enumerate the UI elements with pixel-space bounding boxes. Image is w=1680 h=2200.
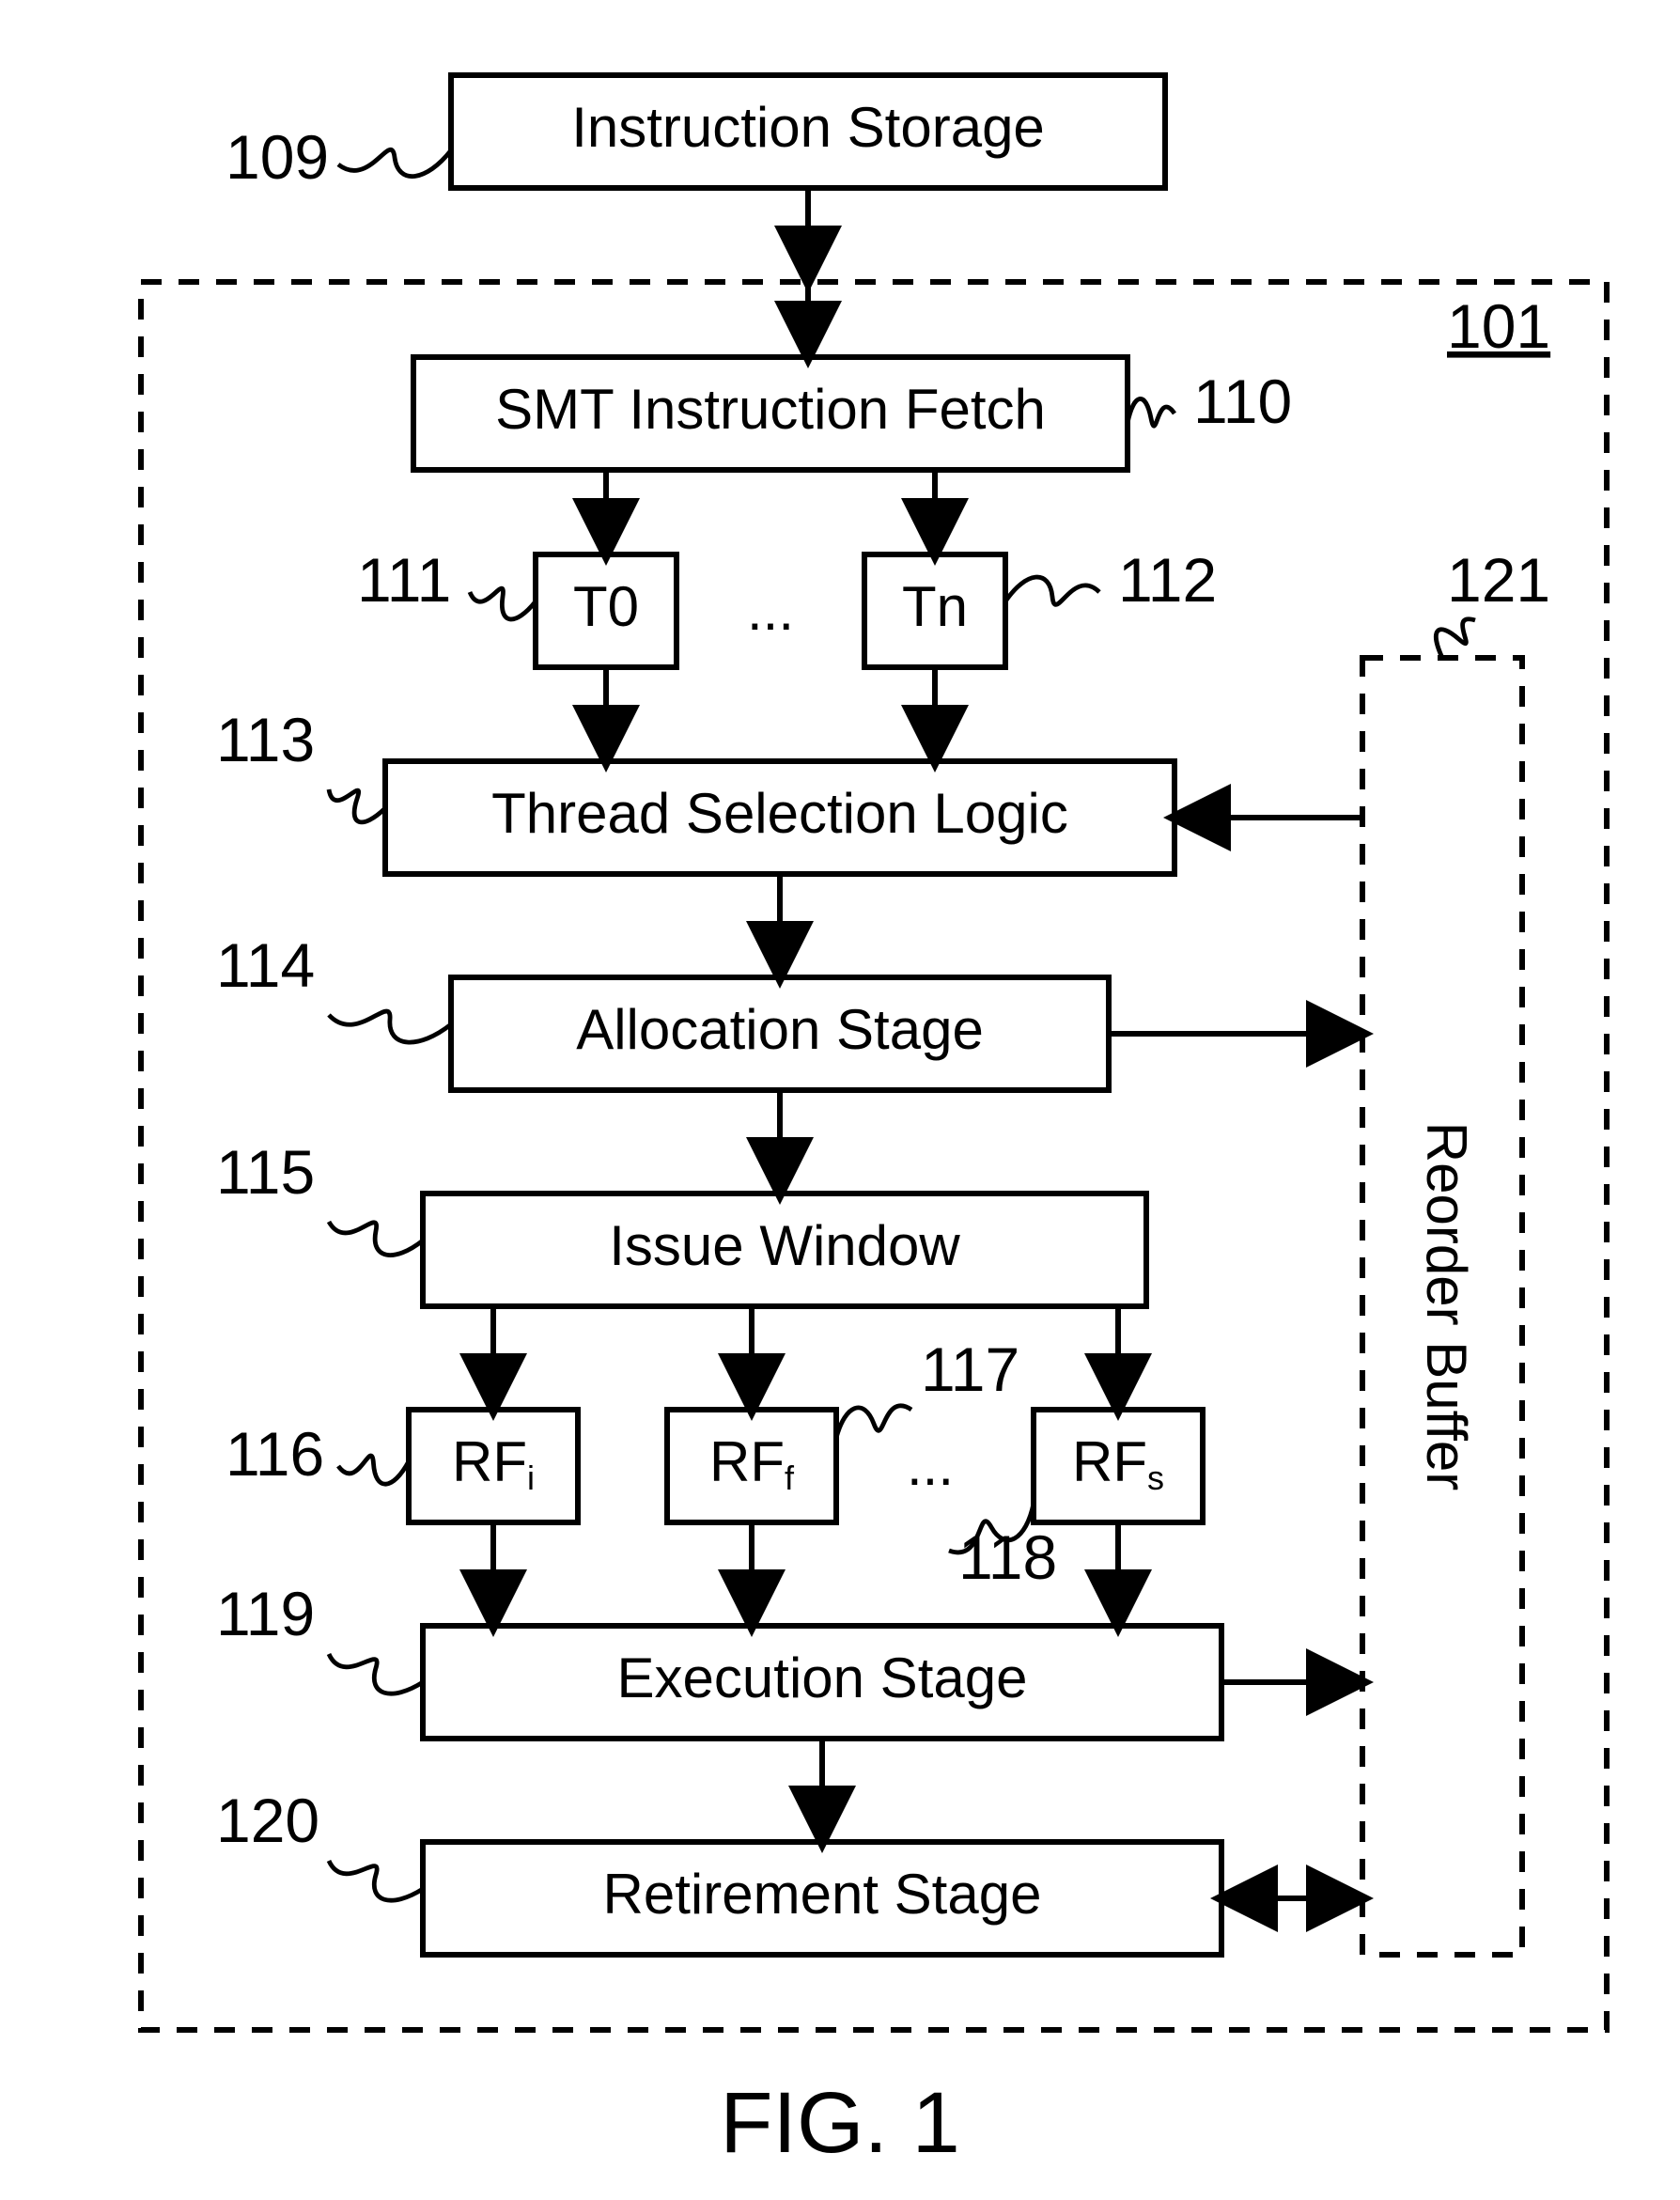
sq-112 — [1005, 577, 1099, 604]
ref-label-110: 110 — [1193, 367, 1292, 436]
ref-label-111: 111 — [357, 545, 451, 615]
thread_sel-label: Thread Selection Logic — [491, 782, 1068, 845]
ref-label-119: 119 — [216, 1579, 315, 1648]
ref-label-117: 117 — [921, 1334, 1019, 1404]
smt_fetch-label: SMT Instruction Fetch — [495, 378, 1046, 441]
sq-115 — [329, 1222, 423, 1256]
processor-core-outline — [141, 282, 1607, 2030]
sq-121 — [1436, 619, 1475, 658]
ref-label-109: 109 — [226, 122, 329, 192]
instruction_storage-label: Instruction Storage — [571, 96, 1045, 159]
sq-116 — [338, 1456, 409, 1484]
rf_i-label: RFi — [452, 1430, 535, 1497]
ellipsis-rfs: ... — [907, 1434, 954, 1497]
ref-label-112: 112 — [1118, 545, 1217, 615]
ref-label-114: 114 — [216, 930, 315, 1000]
ref-label-113: 113 — [216, 705, 315, 774]
rf_f-label: RFf — [709, 1430, 795, 1497]
ref-label-116: 116 — [226, 1419, 324, 1489]
ref-label-101: 101 — [1447, 291, 1550, 361]
sq-111 — [470, 588, 536, 619]
ref-label-118: 118 — [958, 1522, 1057, 1592]
ellipsis-threads: ... — [747, 579, 794, 642]
sq-120 — [329, 1861, 423, 1900]
reorder-buffer-label: Reorder Buffer — [1415, 1122, 1478, 1490]
sq-114 — [329, 1011, 451, 1042]
sq-119 — [329, 1654, 423, 1693]
sq-113 — [329, 789, 385, 822]
sq-109 — [338, 149, 451, 176]
ref-label-120: 120 — [216, 1786, 319, 1855]
ref-label-115: 115 — [216, 1137, 315, 1207]
ref-label-121: 121 — [1447, 545, 1550, 615]
sq-110 — [1128, 398, 1174, 426]
execution-label: Execution Stage — [617, 1646, 1028, 1709]
sq-117 — [836, 1406, 911, 1438]
pipeline-diagram: Reorder Buffer Instruction Storage SMT Ins… — [0, 0, 1680, 2200]
tn-label: Tn — [902, 575, 968, 638]
t0-label: T0 — [573, 575, 639, 638]
figure-caption: FIG. 1 — [720, 2075, 960, 2171]
retirement-label: Retirement Stage — [603, 1863, 1042, 1926]
issue_window-label: Issue Window — [609, 1214, 960, 1277]
allocation-label: Allocation Stage — [576, 998, 984, 1061]
